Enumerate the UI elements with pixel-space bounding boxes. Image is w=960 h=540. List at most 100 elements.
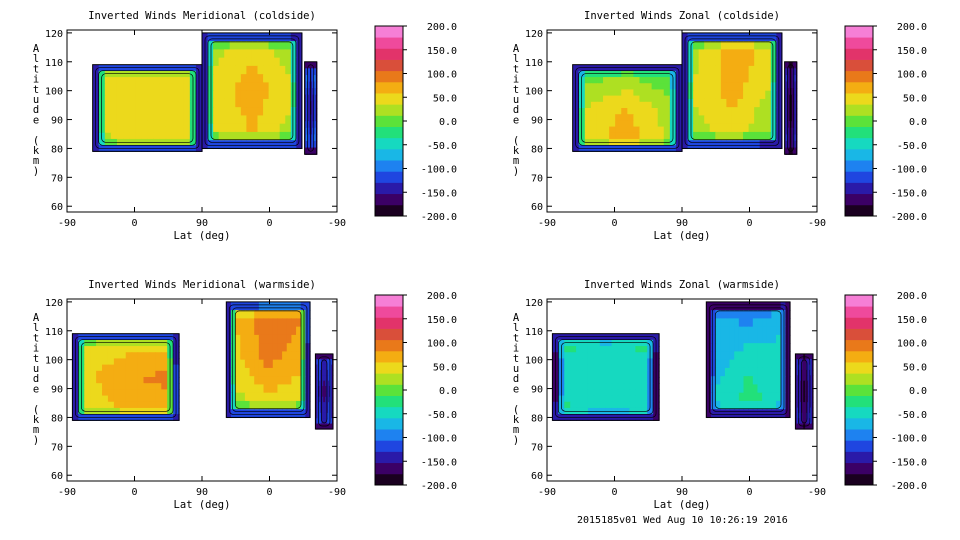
contour-line [801,359,808,424]
data-cell [141,132,148,140]
data-cell [729,351,735,361]
data-cell [693,41,700,50]
data-cell [743,90,750,100]
data-cell [143,364,151,372]
data-cell [268,98,275,108]
y-tick-label: 100 [45,87,63,98]
data-cell [84,377,91,384]
data-cell [312,61,314,69]
data-cell [734,400,740,410]
data-cell [323,364,325,371]
data-cell [213,98,220,108]
data-cell [224,32,231,42]
data-cell [119,346,127,353]
data-cell [715,376,721,386]
data-cell [564,377,571,384]
data-cell [611,389,619,397]
data-cell [706,310,712,319]
data-cell [263,98,270,108]
data-cell [316,359,318,366]
data-cell [584,64,592,72]
data-cell [310,68,312,76]
data-cell [135,126,142,134]
data-cell [311,74,313,83]
data-cell [305,61,308,69]
data-cell [315,147,317,155]
data-cell [762,351,768,361]
data-cell [331,353,333,360]
data-cell [787,101,790,109]
data-cell [155,339,162,347]
data-cell [804,359,806,366]
data-cell [787,74,790,83]
data-cell [698,131,705,141]
data-cell [615,89,622,97]
y-axis-label-char: ( [513,404,519,416]
data-cell [720,384,726,394]
data-cell [282,318,288,328]
data-cell [623,364,631,372]
data-cell [123,83,130,91]
data-cell [315,101,317,109]
data-cell [590,114,598,121]
data-cell [116,108,124,115]
y-axis-label-char: e [33,114,39,126]
data-cell [762,326,768,336]
data-cell [308,141,310,149]
data-cell [811,423,813,430]
data-cell [277,351,283,361]
data-cell [308,94,310,102]
y-axis-label-char: t [33,84,39,96]
data-cell [780,409,786,419]
data-cell [330,380,332,387]
y-axis-label-char: i [513,74,519,86]
segment-outline [784,61,798,155]
data-cell [709,107,716,117]
data-cell [617,364,625,372]
data-cell [651,83,659,91]
data-cell [693,82,700,92]
colorbar-swatch [845,126,873,139]
data-cell [748,367,754,377]
data-cell [102,370,109,378]
data-cell [235,392,241,402]
data-cell [605,333,613,341]
data-cell [116,70,124,78]
segment-outline [201,32,303,149]
data-cell [304,68,306,76]
data-cell [615,101,622,109]
data-cell [314,121,316,129]
data-cell [791,74,793,83]
colorbar-swatch [845,429,873,441]
data-cell [798,412,800,419]
data-cell [323,369,325,376]
data-cell [791,141,793,149]
data-cell [268,57,275,67]
data-cell [552,414,559,421]
data-cell [570,333,577,341]
data-cell [633,108,641,115]
data-cell [305,134,307,142]
data-cell [84,358,91,366]
data-cell [240,123,247,133]
data-cell [263,392,269,402]
data-cell [159,77,167,84]
data-cell [263,131,270,141]
data-cell [330,396,332,403]
colorbar-swatch [375,384,403,396]
data-cell [743,57,750,67]
colorbar-swatch [375,126,403,139]
data-cell [757,409,763,419]
data-cell [171,77,179,84]
data-cell [96,333,103,341]
data-cell [102,352,109,360]
data-cell [119,395,127,403]
data-cell [310,121,312,129]
data-cell [807,407,809,414]
data-cell [282,343,288,353]
data-cell [737,49,744,59]
contour-line [711,307,785,412]
x-tick-label: -90 [328,487,346,498]
data-cell [734,367,740,377]
x-axis-label: Lat (deg) [654,230,711,242]
